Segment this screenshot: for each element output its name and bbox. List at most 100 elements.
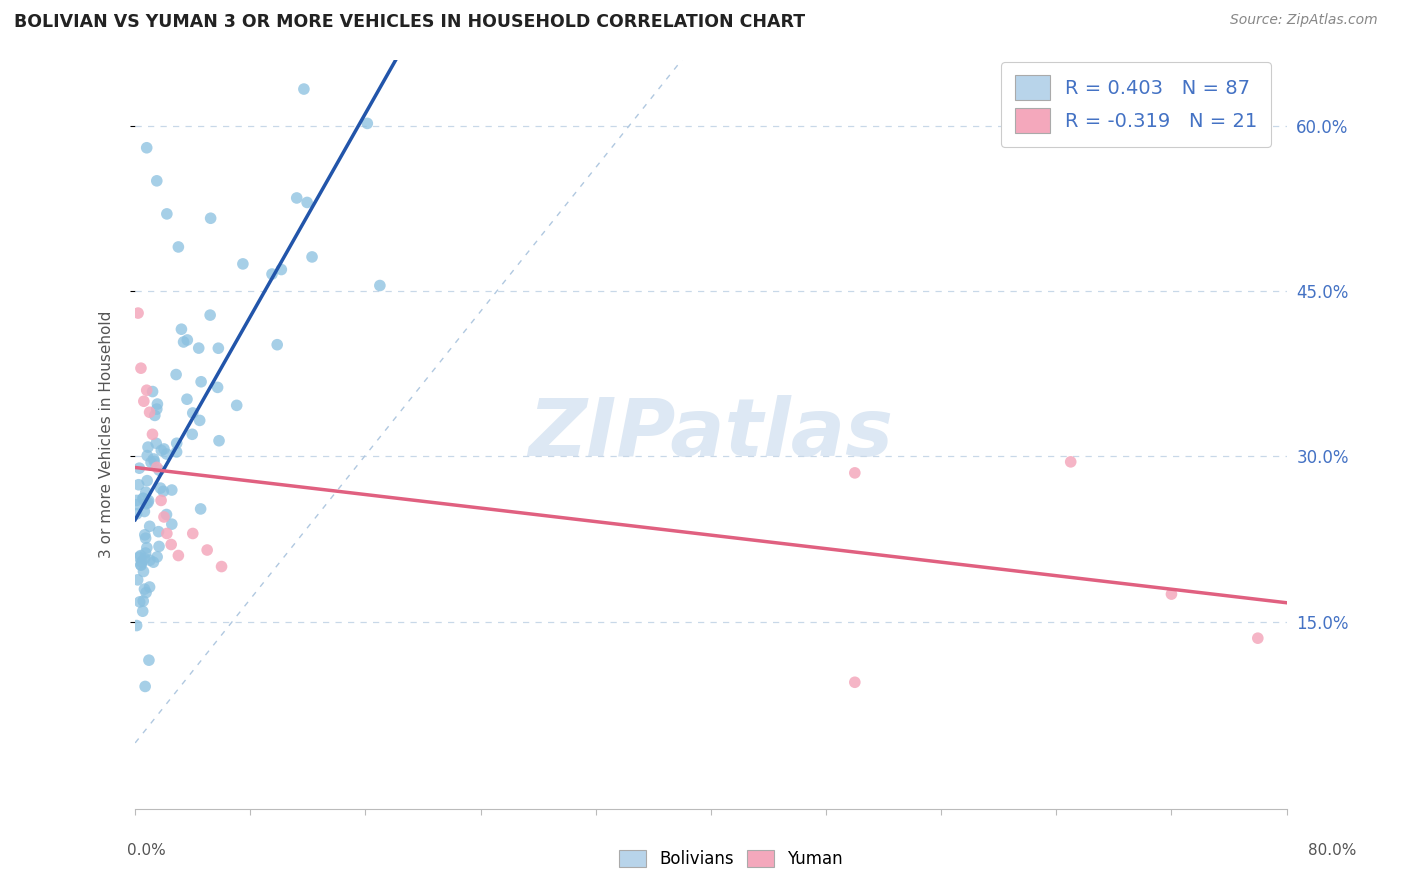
Point bbox=[135, 531, 157, 545]
Point bbox=[266, 337, 288, 351]
Point bbox=[138, 653, 160, 667]
Point bbox=[156, 447, 179, 461]
Point bbox=[125, 498, 148, 512]
Point bbox=[128, 595, 150, 609]
Point bbox=[148, 463, 170, 477]
Point bbox=[129, 361, 152, 376]
Point bbox=[188, 413, 211, 427]
Point bbox=[170, 322, 193, 336]
Point bbox=[134, 528, 156, 542]
Point bbox=[139, 553, 162, 567]
Point bbox=[176, 392, 198, 407]
Point bbox=[207, 380, 229, 394]
Point bbox=[138, 493, 160, 508]
Point bbox=[190, 375, 212, 389]
Y-axis label: 3 or more Vehicles in Household: 3 or more Vehicles in Household bbox=[100, 310, 114, 558]
Point bbox=[150, 443, 173, 458]
Text: ZIPatlas: ZIPatlas bbox=[529, 395, 893, 474]
Legend: R = 0.403   N = 87, R = -0.319   N = 21: R = 0.403 N = 87, R = -0.319 N = 21 bbox=[1001, 62, 1271, 147]
Point bbox=[129, 549, 152, 563]
Point bbox=[149, 481, 172, 495]
Point bbox=[195, 543, 218, 558]
Point bbox=[368, 278, 391, 293]
Point bbox=[146, 549, 169, 564]
Point bbox=[132, 394, 155, 409]
Point bbox=[134, 504, 156, 518]
Point bbox=[128, 477, 150, 491]
Point bbox=[270, 262, 292, 277]
Point bbox=[166, 445, 188, 459]
Point bbox=[136, 495, 159, 509]
Point bbox=[143, 454, 166, 468]
Text: 0.0%: 0.0% bbox=[127, 843, 166, 858]
Point bbox=[146, 397, 169, 411]
Point bbox=[225, 398, 247, 412]
Point bbox=[125, 618, 148, 632]
Point bbox=[132, 604, 155, 618]
Point bbox=[152, 484, 174, 499]
Point bbox=[1160, 587, 1182, 601]
Point bbox=[153, 510, 176, 524]
Point bbox=[173, 334, 195, 349]
Point bbox=[181, 526, 204, 541]
Point bbox=[135, 485, 157, 500]
Point bbox=[145, 436, 167, 450]
Point bbox=[136, 474, 159, 488]
Point bbox=[128, 461, 150, 475]
Point bbox=[232, 257, 254, 271]
Point bbox=[207, 341, 229, 355]
Point bbox=[166, 436, 188, 450]
Point bbox=[160, 537, 183, 551]
Point bbox=[142, 555, 165, 569]
Text: 80.0%: 80.0% bbox=[1309, 843, 1357, 858]
Point bbox=[301, 250, 323, 264]
Point bbox=[295, 195, 318, 210]
Point bbox=[129, 558, 152, 573]
Point bbox=[165, 368, 187, 382]
Point bbox=[125, 493, 148, 508]
Point bbox=[138, 405, 160, 419]
Point bbox=[844, 466, 866, 480]
Point bbox=[135, 497, 157, 511]
Point bbox=[292, 82, 315, 96]
Point bbox=[127, 306, 149, 320]
Point bbox=[127, 573, 149, 587]
Point bbox=[134, 582, 156, 596]
Point bbox=[176, 333, 198, 347]
Point bbox=[129, 558, 152, 572]
Point bbox=[167, 240, 190, 254]
Point bbox=[148, 524, 170, 539]
Point bbox=[136, 449, 159, 463]
Point bbox=[200, 211, 222, 226]
Point bbox=[135, 383, 157, 397]
Point bbox=[148, 540, 170, 554]
Point bbox=[125, 507, 148, 521]
Point bbox=[139, 455, 162, 469]
Point bbox=[141, 427, 163, 442]
Text: BOLIVIAN VS YUMAN 3 OR MORE VEHICLES IN HOUSEHOLD CORRELATION CHART: BOLIVIAN VS YUMAN 3 OR MORE VEHICLES IN … bbox=[14, 13, 806, 31]
Point bbox=[134, 680, 156, 694]
Text: Source: ZipAtlas.com: Source: ZipAtlas.com bbox=[1230, 13, 1378, 28]
Point bbox=[285, 191, 308, 205]
Point bbox=[150, 493, 173, 508]
Point bbox=[167, 549, 190, 563]
Point bbox=[131, 555, 153, 569]
Point bbox=[211, 559, 233, 574]
Point bbox=[143, 409, 166, 423]
Point bbox=[356, 116, 378, 130]
Point bbox=[198, 308, 221, 322]
Point bbox=[132, 565, 155, 579]
Point bbox=[160, 483, 183, 497]
Point bbox=[128, 550, 150, 565]
Point bbox=[132, 491, 155, 506]
Point bbox=[146, 174, 169, 188]
Point bbox=[1247, 631, 1270, 645]
Point bbox=[138, 580, 160, 594]
Point bbox=[844, 675, 866, 690]
Point bbox=[146, 460, 169, 475]
Point bbox=[135, 546, 157, 560]
Point bbox=[134, 551, 156, 566]
Point bbox=[1060, 455, 1083, 469]
Point bbox=[208, 434, 231, 448]
Point bbox=[187, 341, 209, 355]
